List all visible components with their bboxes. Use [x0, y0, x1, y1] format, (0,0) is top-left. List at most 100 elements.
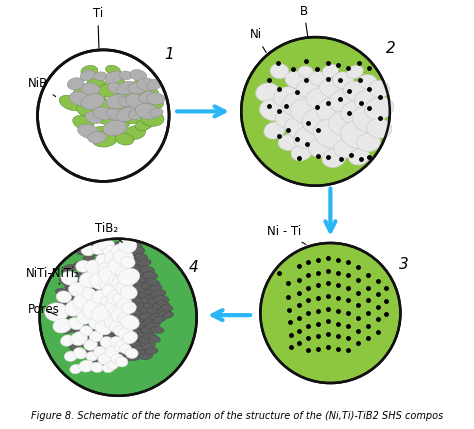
Ellipse shape	[297, 79, 320, 97]
Ellipse shape	[143, 97, 164, 111]
Ellipse shape	[77, 248, 90, 255]
Ellipse shape	[83, 255, 96, 262]
Ellipse shape	[107, 360, 119, 370]
Ellipse shape	[96, 254, 111, 266]
Ellipse shape	[67, 272, 80, 279]
Ellipse shape	[354, 90, 381, 110]
Ellipse shape	[109, 306, 124, 318]
Ellipse shape	[352, 106, 385, 133]
Ellipse shape	[314, 119, 351, 149]
Ellipse shape	[121, 261, 134, 268]
Ellipse shape	[157, 308, 169, 314]
Ellipse shape	[100, 337, 115, 349]
Ellipse shape	[333, 72, 354, 89]
Ellipse shape	[124, 284, 136, 291]
Ellipse shape	[118, 339, 133, 347]
Ellipse shape	[112, 276, 129, 290]
Ellipse shape	[84, 299, 100, 306]
Ellipse shape	[81, 66, 98, 77]
Ellipse shape	[82, 288, 97, 300]
Ellipse shape	[120, 286, 137, 299]
Ellipse shape	[95, 314, 109, 323]
Ellipse shape	[256, 83, 279, 102]
Ellipse shape	[104, 278, 117, 285]
Ellipse shape	[55, 288, 71, 297]
Ellipse shape	[101, 296, 114, 307]
Ellipse shape	[135, 103, 159, 119]
Ellipse shape	[113, 333, 125, 340]
Ellipse shape	[129, 341, 143, 348]
Ellipse shape	[159, 311, 172, 317]
Ellipse shape	[131, 90, 155, 105]
Ellipse shape	[90, 127, 108, 139]
Ellipse shape	[157, 301, 171, 308]
Ellipse shape	[122, 317, 137, 324]
Ellipse shape	[117, 297, 132, 310]
Ellipse shape	[146, 278, 160, 287]
Ellipse shape	[150, 109, 163, 117]
Ellipse shape	[77, 102, 102, 117]
Ellipse shape	[101, 324, 117, 332]
Ellipse shape	[132, 281, 145, 290]
Ellipse shape	[113, 249, 133, 265]
Ellipse shape	[65, 299, 85, 316]
Ellipse shape	[127, 338, 142, 346]
Ellipse shape	[124, 301, 137, 308]
Ellipse shape	[120, 306, 132, 314]
Ellipse shape	[98, 301, 111, 308]
Ellipse shape	[82, 324, 96, 332]
Circle shape	[241, 37, 390, 186]
Ellipse shape	[130, 69, 147, 81]
Ellipse shape	[137, 78, 157, 91]
Ellipse shape	[118, 353, 131, 360]
Ellipse shape	[91, 247, 107, 256]
Ellipse shape	[102, 362, 115, 373]
Ellipse shape	[128, 355, 140, 361]
Ellipse shape	[73, 261, 85, 267]
Ellipse shape	[116, 317, 130, 326]
Ellipse shape	[294, 125, 323, 148]
Ellipse shape	[132, 265, 145, 272]
Ellipse shape	[309, 71, 328, 86]
Ellipse shape	[270, 63, 289, 79]
Ellipse shape	[93, 347, 107, 358]
Ellipse shape	[123, 248, 137, 255]
Ellipse shape	[109, 275, 124, 287]
Ellipse shape	[64, 351, 77, 361]
Ellipse shape	[69, 344, 81, 352]
Ellipse shape	[139, 290, 150, 297]
Ellipse shape	[92, 290, 109, 304]
Ellipse shape	[109, 321, 123, 332]
Ellipse shape	[123, 97, 141, 111]
Ellipse shape	[147, 79, 162, 90]
Ellipse shape	[91, 303, 104, 310]
Ellipse shape	[70, 305, 85, 314]
Ellipse shape	[100, 271, 115, 279]
Ellipse shape	[118, 284, 129, 290]
Ellipse shape	[121, 344, 137, 352]
Text: 1: 1	[164, 48, 174, 63]
Ellipse shape	[59, 95, 82, 111]
Ellipse shape	[143, 303, 156, 310]
Ellipse shape	[112, 358, 126, 366]
Text: NiB: NiB	[28, 77, 55, 97]
Ellipse shape	[133, 314, 145, 320]
Ellipse shape	[282, 93, 311, 116]
Ellipse shape	[127, 255, 139, 261]
Ellipse shape	[100, 279, 115, 291]
Ellipse shape	[161, 305, 173, 311]
Ellipse shape	[126, 287, 140, 296]
Ellipse shape	[78, 124, 99, 139]
Ellipse shape	[88, 346, 100, 352]
Ellipse shape	[119, 323, 133, 330]
Ellipse shape	[138, 306, 151, 313]
Ellipse shape	[118, 97, 133, 107]
Ellipse shape	[114, 276, 127, 284]
Ellipse shape	[135, 254, 148, 260]
Ellipse shape	[92, 131, 117, 147]
Ellipse shape	[117, 301, 130, 308]
Ellipse shape	[365, 97, 394, 120]
Ellipse shape	[89, 331, 103, 342]
Ellipse shape	[81, 83, 100, 95]
Ellipse shape	[85, 112, 102, 124]
